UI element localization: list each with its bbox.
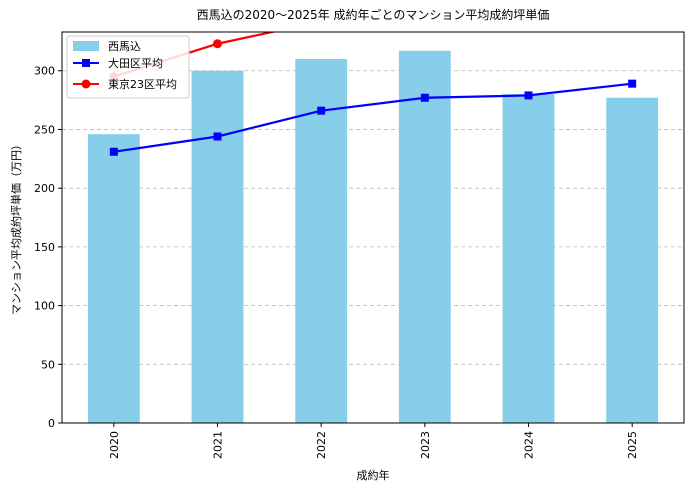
line-point (213, 39, 222, 49)
series-line (113, 32, 278, 78)
line-point (524, 91, 533, 100)
bar (191, 70, 244, 423)
x-tick-label: 2020 (108, 431, 121, 459)
line-point (420, 93, 429, 102)
bar (606, 97, 659, 423)
legend: 西馬込 大田区平均 東京23区平均 (66, 35, 190, 99)
x-tick-label: 2022 (315, 431, 328, 459)
x-axis: 2020 2021 2022 2023 2024 2025 (108, 423, 639, 459)
bars (87, 50, 659, 423)
y-tick-label: 150 (34, 241, 55, 254)
y-tick-label: 200 (34, 182, 55, 195)
legend-label-0: 西馬込 (108, 40, 141, 53)
bar (398, 50, 451, 423)
x-tick-label: 2024 (523, 431, 536, 459)
legend-swatch-bar (73, 41, 99, 51)
grid (62, 70, 684, 365)
plot-frame (61, 31, 685, 424)
line-point (317, 106, 326, 115)
legend-label-1: 大田区平均 (108, 56, 163, 70)
x-axis-label: 成約年 (357, 468, 390, 482)
y-tick-label: 250 (34, 123, 55, 136)
line-point (213, 132, 222, 141)
y-tick-label: 50 (41, 358, 55, 371)
y-tick-label: 300 (34, 65, 55, 78)
chart-title: 西馬込の2020〜2025年 成約年ごとのマンション平均成約坪単価 (197, 7, 550, 22)
x-tick-label: 2025 (626, 431, 639, 459)
y-axis: 0 50 100 150 200 250 300 (34, 65, 62, 430)
y-axis-label: マンション平均成約坪単価（万円） (9, 139, 23, 315)
legend-marker-circle-icon (81, 79, 91, 89)
y-tick-label: 100 (34, 300, 55, 313)
series-line (113, 82, 633, 153)
legend-frame (66, 35, 190, 99)
bar (295, 59, 348, 423)
x-tick-label: 2023 (419, 431, 432, 459)
line-point (109, 147, 118, 156)
y-tick-label: 0 (48, 417, 55, 430)
line-point (628, 79, 637, 88)
line-point (420, 0, 429, 2)
bar (502, 94, 555, 423)
x-tick-label: 2021 (212, 431, 225, 459)
legend-marker-square-icon (82, 59, 90, 67)
legend-label-2: 東京23区平均 (108, 77, 177, 91)
bar (87, 134, 140, 423)
